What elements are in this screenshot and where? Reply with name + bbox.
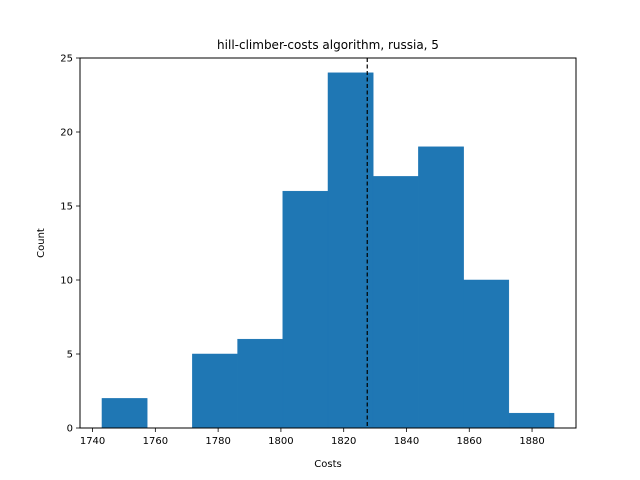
y-tick-label: 15 xyxy=(60,202,73,213)
histogram-bar xyxy=(508,412,555,429)
y-tick-label: 20 xyxy=(60,128,73,139)
chart-title: hill-climber-costs algorithm, russia, 5 xyxy=(217,38,439,52)
x-tick-label: 1740 xyxy=(80,436,105,447)
histogram-bar xyxy=(327,72,374,429)
x-axis-label: Costs xyxy=(314,459,341,470)
x-tick-label: 1780 xyxy=(205,436,230,447)
x-tick-label: 1860 xyxy=(457,436,482,447)
histogram-bar xyxy=(463,279,510,429)
x-tick-label: 1840 xyxy=(394,436,419,447)
histogram-bar xyxy=(192,353,238,429)
histogram-bar xyxy=(101,398,148,429)
x-tick-label: 1760 xyxy=(143,436,168,447)
plot-frame xyxy=(79,57,577,429)
y-axis: 0 5 10 15 20 25 xyxy=(60,54,80,435)
histogram-bar xyxy=(282,190,329,429)
x-tick-label: 1880 xyxy=(519,436,544,447)
histogram-bar xyxy=(418,146,464,429)
bars-layer xyxy=(101,72,555,429)
y-tick-label: 25 xyxy=(60,54,73,65)
x-axis: 1740 1760 1780 1800 1820 1840 1860 1880 xyxy=(80,428,545,447)
x-tick-label: 1820 xyxy=(331,436,356,447)
y-tick-label: 10 xyxy=(60,276,73,287)
y-tick-label: 0 xyxy=(67,424,73,435)
y-axis-label: Count xyxy=(36,228,47,258)
histogram-bar xyxy=(372,176,419,429)
histogram-bar xyxy=(237,338,284,429)
y-tick-label: 5 xyxy=(67,350,73,361)
x-tick-label: 1800 xyxy=(268,436,293,447)
